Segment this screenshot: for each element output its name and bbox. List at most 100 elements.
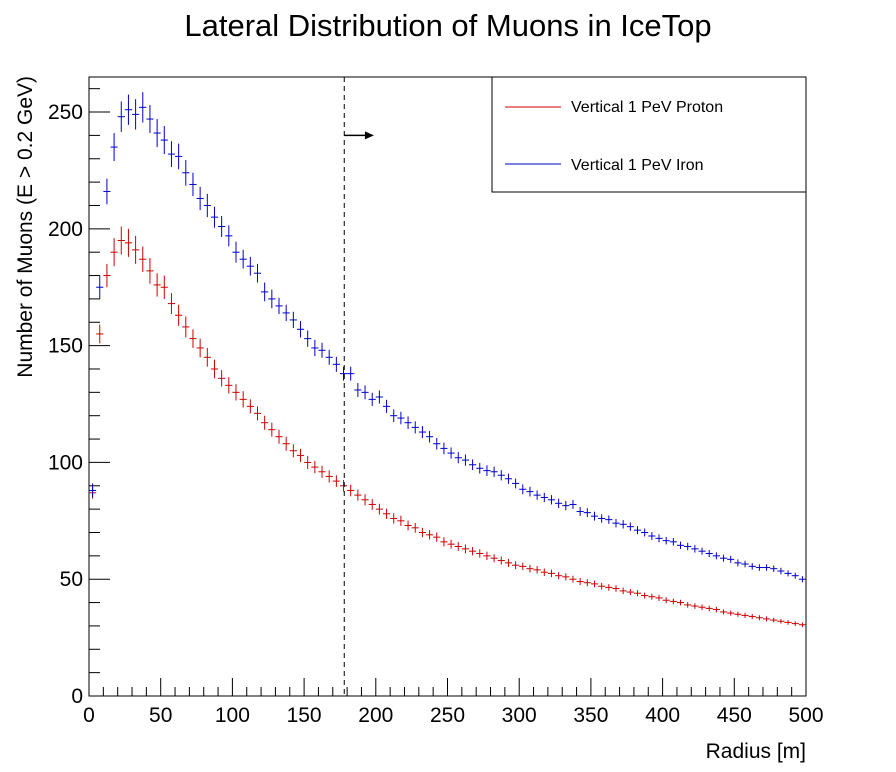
x-tick-label: 400 — [645, 704, 680, 727]
data-point — [605, 515, 613, 524]
data-point — [411, 421, 419, 434]
data-point — [253, 263, 262, 283]
data-point — [175, 143, 183, 170]
data-point — [347, 366, 355, 381]
y-tick-label: 250 — [48, 101, 83, 124]
data-point — [791, 621, 799, 626]
data-point — [755, 564, 763, 571]
data-point — [512, 478, 520, 489]
series-iron — [89, 92, 806, 583]
data-point — [626, 589, 634, 596]
data-point — [762, 564, 771, 571]
data-point — [375, 503, 383, 515]
data-point — [189, 329, 197, 348]
data-point — [418, 527, 426, 538]
data-point — [332, 475, 340, 487]
data-point — [218, 370, 226, 387]
data-point — [641, 592, 649, 599]
data-point — [504, 558, 513, 567]
data-point — [210, 206, 219, 228]
y-ticks: 0 50 100 150 200 250 — [48, 88, 110, 708]
data-point — [540, 492, 548, 503]
data-point — [110, 133, 118, 162]
data-point — [153, 273, 161, 297]
data-point — [562, 500, 570, 511]
data-point — [296, 321, 305, 338]
x-tick-label: 300 — [502, 704, 537, 727]
data-point — [239, 249, 247, 269]
data-point — [124, 94, 133, 125]
data-point — [289, 311, 297, 329]
data-point — [390, 513, 398, 524]
data-point — [705, 550, 713, 558]
data-point — [289, 444, 297, 458]
data-point — [325, 349, 333, 365]
x-tick-label: 450 — [717, 704, 752, 727]
data-point — [261, 282, 269, 302]
data-point — [347, 484, 355, 497]
data-point — [218, 215, 226, 238]
data-point — [440, 537, 448, 547]
data-point — [719, 554, 728, 562]
data-point — [734, 559, 742, 567]
data-point — [304, 455, 312, 469]
data-point — [469, 459, 477, 471]
legend: Vertical 1 PeV Proton Vertical 1 PeV Iro… — [491, 76, 807, 193]
y-tick-label: 0 — [71, 685, 83, 708]
data-point — [526, 564, 534, 573]
data-point — [110, 238, 118, 267]
data-point — [705, 605, 713, 612]
data-point — [225, 225, 233, 247]
data-point — [684, 602, 692, 608]
data-point — [777, 618, 785, 624]
cut-arrow-head — [364, 131, 374, 140]
data-point — [669, 538, 677, 546]
data-point — [282, 436, 290, 451]
data-point — [755, 615, 763, 621]
data-point — [770, 565, 778, 572]
data-point — [569, 500, 577, 509]
series-layer — [89, 92, 806, 628]
x-tick-label: 100 — [215, 704, 250, 727]
data-point — [96, 324, 104, 344]
data-point — [669, 598, 677, 605]
data-point — [641, 528, 649, 537]
data-point — [562, 573, 570, 581]
data-point — [375, 390, 383, 404]
data-point — [117, 101, 125, 132]
legend-label-iron: Vertical 1 PeV Iron — [571, 157, 704, 174]
data-point — [175, 304, 183, 326]
legend-box — [491, 76, 807, 193]
data-point — [275, 429, 283, 444]
data-point — [633, 526, 642, 535]
data-point — [684, 542, 692, 551]
data-point — [275, 297, 283, 315]
data-point — [662, 536, 670, 545]
data-point — [132, 99, 140, 130]
data-point — [196, 338, 204, 358]
data-point — [239, 391, 247, 408]
data-point — [476, 549, 484, 558]
data-point — [433, 437, 441, 450]
data-point — [655, 534, 663, 543]
x-tick-label: 350 — [573, 704, 608, 727]
chart-title: Lateral Distribution of Muons in IceTop — [184, 8, 711, 43]
data-point — [246, 256, 254, 276]
data-point — [89, 483, 97, 498]
data-point — [555, 498, 563, 508]
data-point — [533, 490, 541, 500]
data-point — [203, 193, 211, 218]
data-point — [382, 399, 391, 413]
y-tick-label: 50 — [60, 568, 83, 591]
data-point — [569, 575, 577, 583]
data-point — [210, 359, 219, 379]
data-point — [590, 511, 599, 521]
data-point — [440, 442, 448, 455]
data-point — [612, 585, 620, 592]
y-axis-label: Number of Muons (E > 0.2 GeV) — [14, 76, 37, 378]
data-point — [497, 470, 505, 481]
data-point — [555, 572, 563, 580]
data-point — [547, 569, 556, 578]
data-point — [648, 532, 656, 540]
